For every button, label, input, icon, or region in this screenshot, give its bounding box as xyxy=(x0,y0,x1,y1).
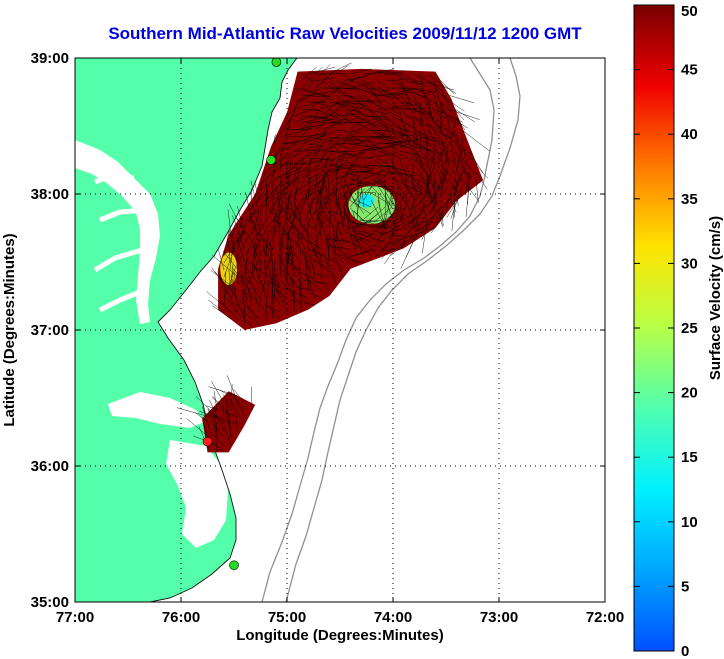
y-tick-label: 38:00 xyxy=(31,186,69,203)
x-tick-label: 76:00 xyxy=(162,609,200,626)
colorbar-tick-label: 20 xyxy=(681,385,698,402)
chart-title: Southern Mid-Atlantic Raw Velocities 200… xyxy=(108,24,582,43)
colorbar-tick-label: 50 xyxy=(681,3,698,20)
coastline xyxy=(149,58,298,602)
x-axis-ticks: 77:00 76:00 75:00 74:00 73:00 72:00 xyxy=(56,58,624,626)
x-tick-label: 75:00 xyxy=(268,609,306,626)
bathymetry-contour-shelf xyxy=(261,58,495,602)
vector-field xyxy=(176,62,490,453)
y-tick-label: 35:00 xyxy=(31,594,69,611)
site-assateague xyxy=(266,155,276,165)
pamlico-sound xyxy=(166,440,228,548)
velocity-vectors xyxy=(176,62,490,453)
colorbar-tick-label: 30 xyxy=(681,255,698,272)
x-tick-label: 74:00 xyxy=(374,609,412,626)
grid-lines xyxy=(75,58,605,602)
y-tick-label: 37:00 xyxy=(31,322,69,339)
x-tick-label: 72:00 xyxy=(586,609,624,626)
colorbar-tick-label: 5 xyxy=(681,578,689,595)
plot-area xyxy=(75,58,605,602)
bathymetry-contour-slope xyxy=(285,58,521,602)
y-axis-ticks: 35:00 36:00 37:00 38:00 39:00 xyxy=(31,50,605,611)
colorbar-tick-label: 10 xyxy=(681,514,698,531)
colorbar-tick-label: 45 xyxy=(681,62,698,79)
colorbar-tick-label: 35 xyxy=(681,191,698,208)
albemarle-sound xyxy=(108,392,204,428)
radar-sites xyxy=(202,58,282,571)
site-hatteras xyxy=(229,560,239,571)
colorbar-label: Surface Velocity (cm/s) xyxy=(707,216,724,380)
colorbar-tick-label: 0 xyxy=(681,643,689,659)
y-tick-label: 39:00 xyxy=(31,50,69,67)
colorbar-tick-label: 40 xyxy=(681,126,698,143)
chesapeake-bay xyxy=(75,140,160,324)
y-axis-label: Latitude (Degrees:Minutes) xyxy=(1,233,18,426)
site-cape-henlopen xyxy=(271,58,282,67)
x-tick-label: 77:00 xyxy=(56,609,94,626)
site-duck xyxy=(202,436,213,447)
x-tick-label: 73:00 xyxy=(480,609,518,626)
colorbar-tick-label: 15 xyxy=(681,449,698,466)
colorbar-tick-label: 25 xyxy=(681,320,698,337)
colorbar-ticks: 0 5 10 15 20 25 30 35 40 45 50 xyxy=(634,3,698,659)
bay-tributary-north xyxy=(94,173,151,223)
bay-tributary-south xyxy=(93,247,146,313)
y-tick-label: 36:00 xyxy=(31,458,69,475)
x-axis-label: Longitude (Degrees:Minutes) xyxy=(236,627,444,644)
